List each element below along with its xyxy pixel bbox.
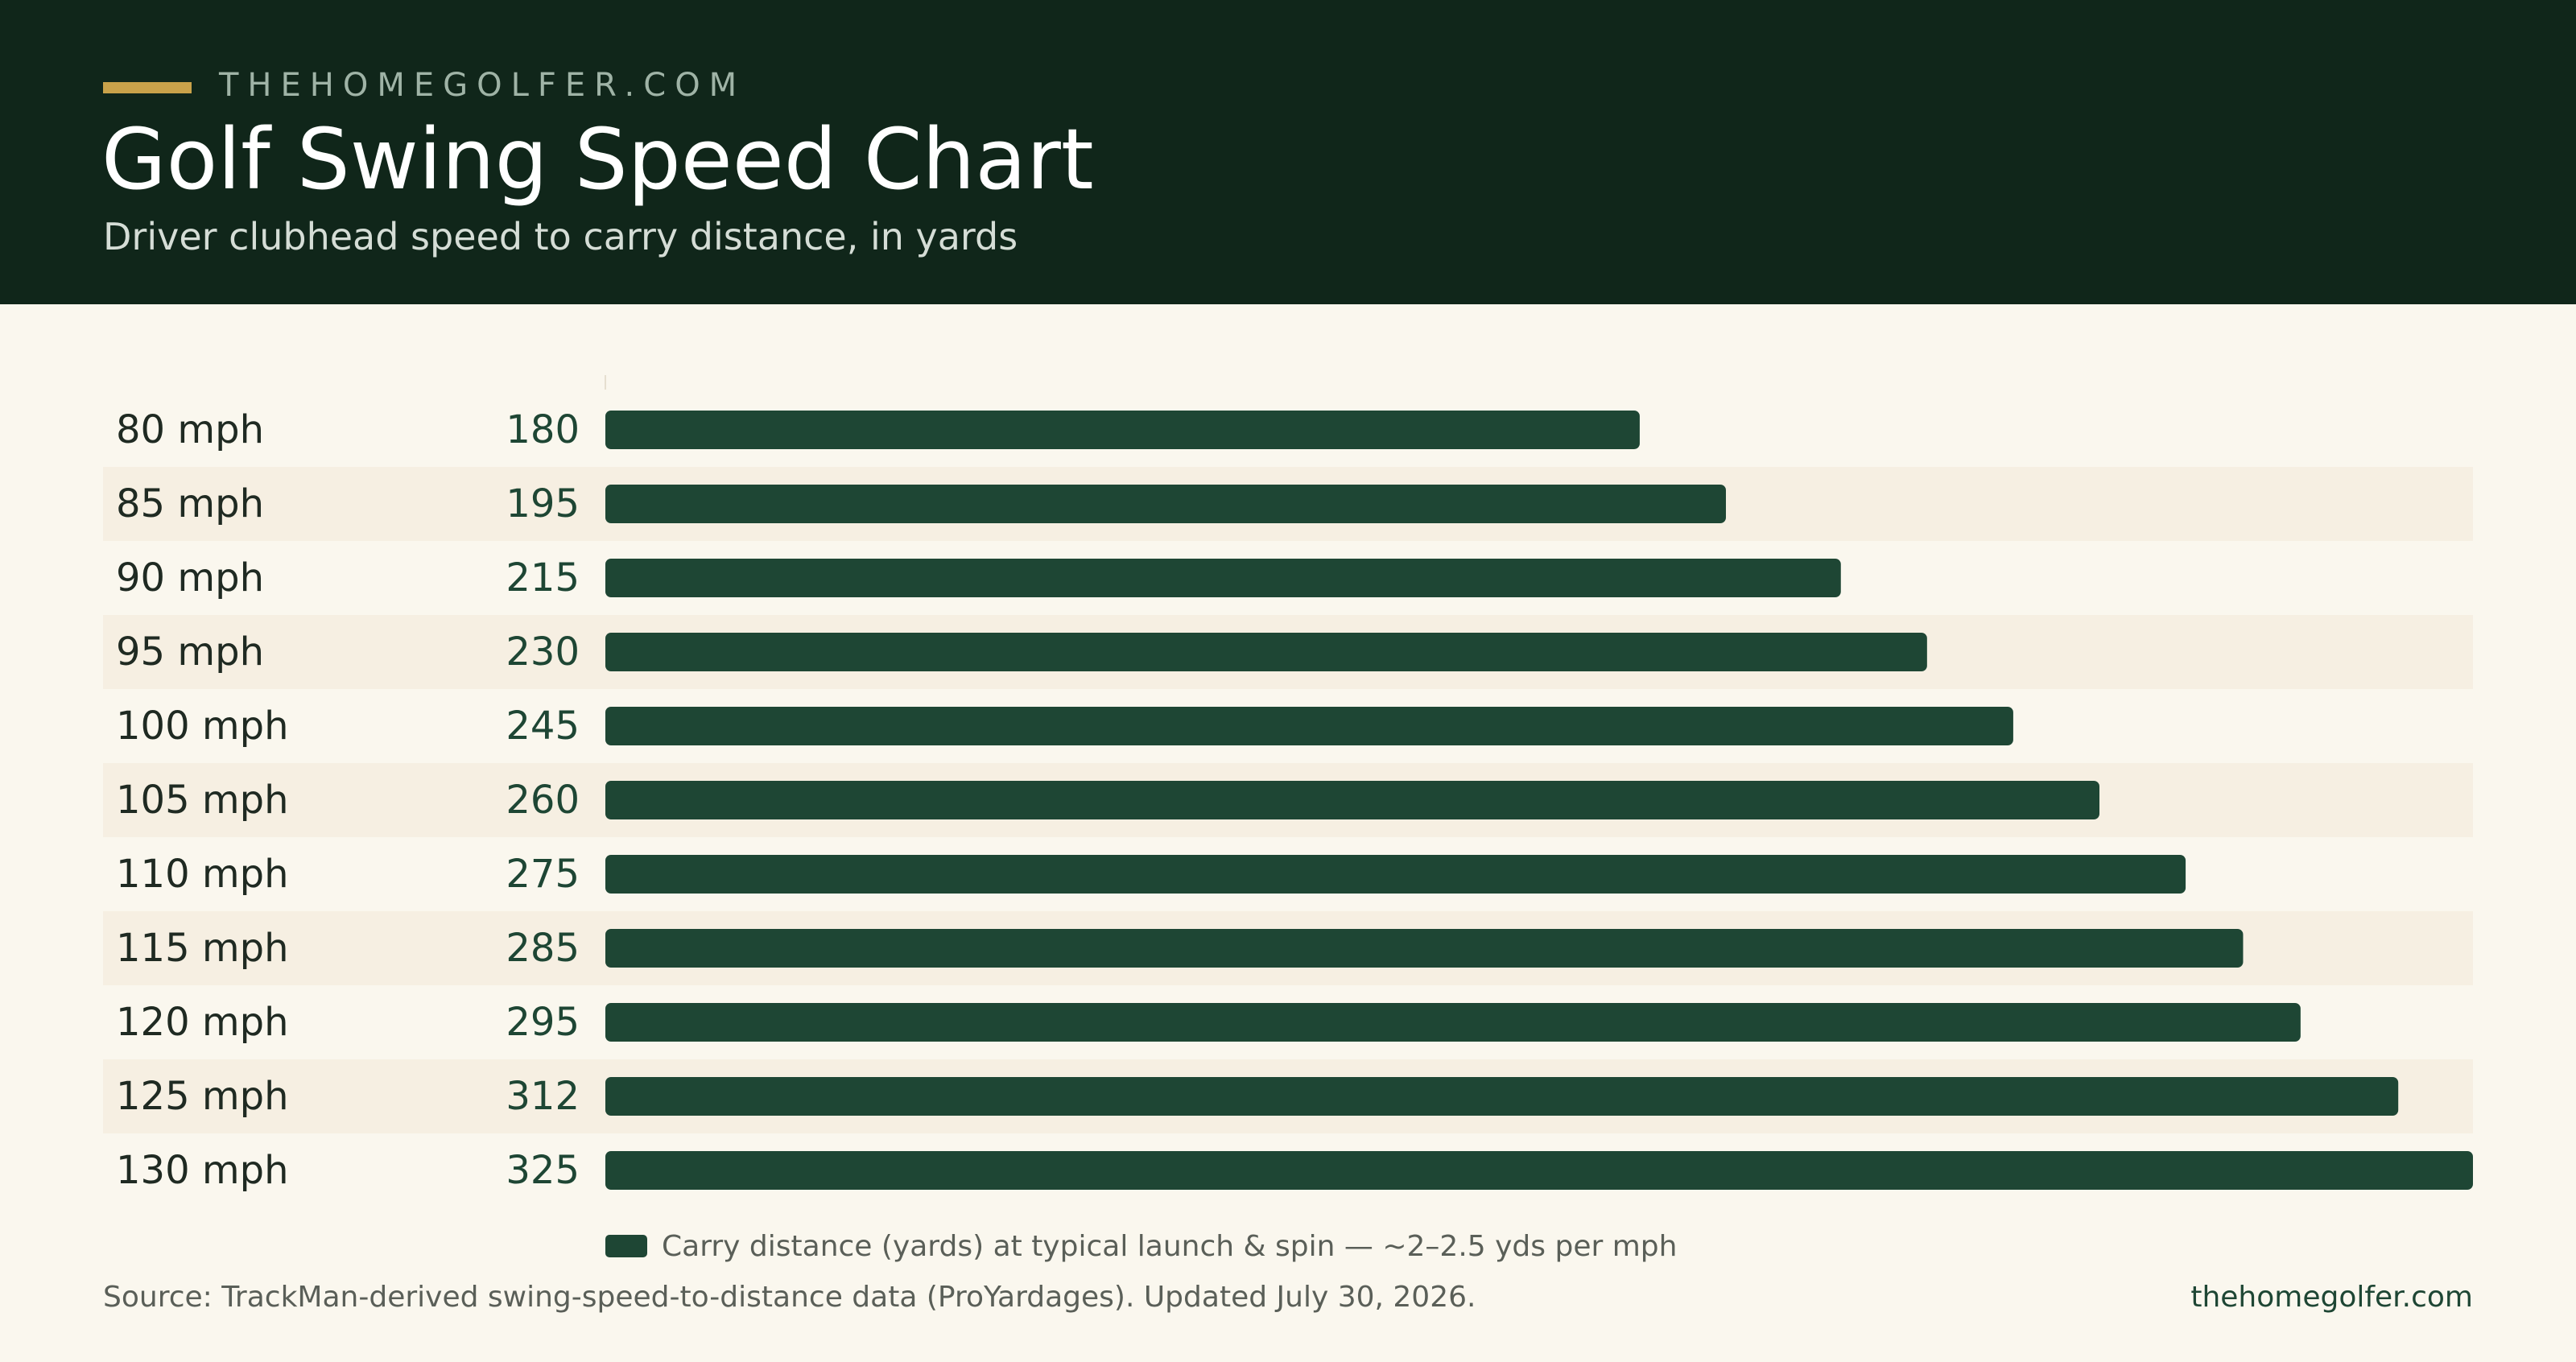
bar <box>605 855 2186 894</box>
chart-title: Golf Swing Speed Chart <box>101 110 1094 208</box>
brand-name: THEHOMEGOLFER.COM <box>219 67 746 104</box>
data-label: 245 <box>506 704 580 749</box>
legend-label: Carry distance (yards) at typical launch… <box>662 1229 1678 1263</box>
data-label: 285 <box>506 926 580 971</box>
bar <box>605 559 1841 597</box>
category-label: 100 mph <box>116 704 289 749</box>
data-label: 230 <box>506 629 580 675</box>
category-label: 95 mph <box>116 629 264 675</box>
source-note: Source: TrackMan-derived swing-speed-to-… <box>103 1281 1476 1314</box>
bar <box>605 781 2099 819</box>
data-label: 260 <box>506 778 580 823</box>
chart-subtitle: Driver clubhead speed to carry distance,… <box>103 215 1018 258</box>
data-label: 195 <box>506 481 580 526</box>
bar <box>605 1003 2301 1042</box>
data-label: 215 <box>506 555 580 601</box>
category-label: 85 mph <box>116 481 264 526</box>
bar <box>605 707 2013 745</box>
chart-rows: 80 mph 180 85 mph 195 90 mph 215 95 mph 230 100 … <box>103 407 2473 1193</box>
bar <box>605 929 2244 968</box>
category-label: 90 mph <box>116 555 264 601</box>
brand-accent-bar <box>103 82 192 93</box>
category-label: 115 mph <box>116 926 289 971</box>
legend-swatch <box>605 1235 647 1257</box>
category-label: 105 mph <box>116 778 289 823</box>
category-label: 120 mph <box>116 1000 289 1045</box>
chart-legend: Carry distance (yards) at typical launch… <box>605 1224 1677 1269</box>
data-label: 275 <box>506 852 580 897</box>
bar <box>605 1151 2473 1190</box>
data-label: 180 <box>506 407 580 452</box>
data-label: 295 <box>506 1000 580 1045</box>
bar <box>605 411 1640 449</box>
data-label: 325 <box>506 1148 580 1193</box>
category-label: 130 mph <box>116 1148 289 1193</box>
data-label: 312 <box>506 1074 580 1119</box>
category-label: 110 mph <box>116 852 289 897</box>
category-label: 125 mph <box>116 1074 289 1119</box>
site-credit: thehomegolfer.com <box>2190 1281 2473 1314</box>
header-banner: THEHOMEGOLFER.COM Golf Swing Speed Chart… <box>0 0 2576 304</box>
bar <box>605 485 1726 523</box>
bar <box>605 633 1927 671</box>
category-label: 80 mph <box>116 407 264 452</box>
bar <box>605 1077 2399 1116</box>
